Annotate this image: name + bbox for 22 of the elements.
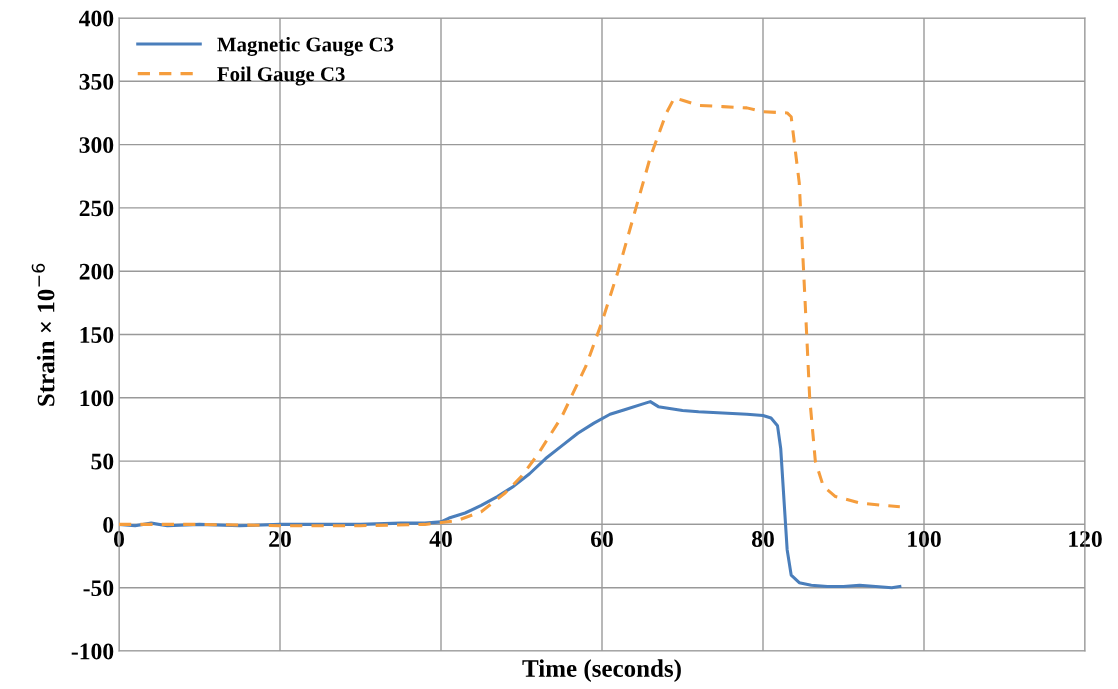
y-tick-label: 200 <box>79 263 114 280</box>
x-tick-label: 60 <box>591 531 613 548</box>
y-tick-label: 150 <box>80 326 114 343</box>
y-tick-label: 350 <box>79 73 114 90</box>
y-tick-label: -100 <box>71 643 114 660</box>
legend-label: Foil Gauge C3 <box>217 66 345 86</box>
x-axis-title: Time (seconds) <box>522 659 681 683</box>
line-series <box>119 96 902 528</box>
x-tick-label: 80 <box>751 531 774 548</box>
x-tick-label: 20 <box>269 531 291 548</box>
x-tick-label: 100 <box>908 531 941 548</box>
y-tick-label: 50 <box>91 453 114 470</box>
y-axis-title: Strain × 10$^{−6}$ <box>31 263 55 406</box>
y-tick-label: 0 <box>103 516 114 533</box>
y-tick-label: 400 <box>79 10 114 27</box>
legend-label: Magnetic Gauge C3 <box>217 36 394 56</box>
x-tick-label: 40 <box>429 531 452 548</box>
y-tick-label: 300 <box>79 137 114 154</box>
y-tick-label: 100 <box>80 390 114 407</box>
y-tick-label: 250 <box>79 200 114 217</box>
x-tick-label: 120 <box>1069 531 1102 548</box>
y-tick-label: -50 <box>83 580 114 597</box>
